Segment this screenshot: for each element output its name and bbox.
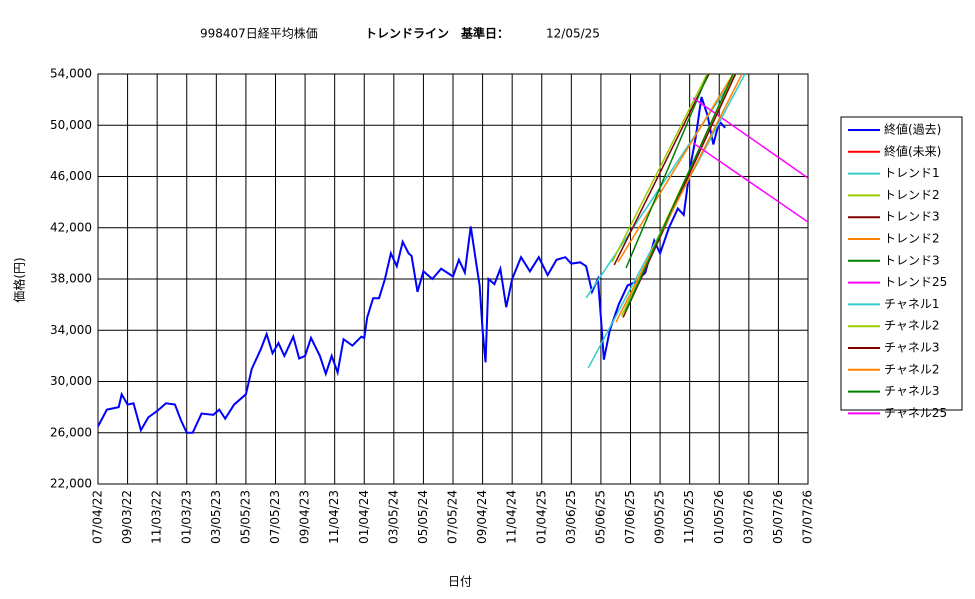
x-tick-label: 09/04/24: [475, 490, 489, 544]
y-tick-label: 54,000: [50, 67, 92, 81]
series-line: [692, 142, 808, 223]
x-tick-label: 01/03/23: [179, 490, 193, 544]
x-tick-label: 05/06/25: [593, 490, 607, 544]
x-tick-label: 03/07/26: [741, 490, 755, 544]
series-line: [613, 74, 710, 266]
x-axis-label: 日付: [448, 575, 472, 589]
x-tick-label: 07/04/22: [91, 490, 105, 544]
legend-label: トレンド1: [884, 166, 940, 180]
legend-label: トレンド3: [884, 253, 940, 267]
x-tick-label: 01/04/25: [534, 490, 548, 544]
series-line: [611, 74, 708, 263]
legend-label: 終値(過去): [884, 122, 941, 137]
series-line: [98, 96, 726, 434]
series-line: [692, 97, 808, 179]
x-tick-label: 07/07/26: [801, 490, 815, 544]
x-tick-label: 01/04/24: [357, 490, 371, 544]
series-line: [625, 74, 709, 269]
legend-label: トレンド25: [884, 275, 947, 289]
legend-label: チャネル2: [884, 362, 940, 376]
x-tick-label: 03/06/25: [564, 490, 578, 544]
legend-label: チャネル3: [884, 384, 940, 398]
x-tick-label: 03/05/23: [209, 490, 223, 544]
y-tick-label: 30,000: [50, 374, 92, 388]
legend-box: [840, 116, 963, 411]
legend-label: トレンド3: [884, 210, 940, 224]
legend-label: 終値(未来): [884, 143, 941, 158]
x-tick-label: 11/03/22: [150, 490, 164, 544]
chart-title: 998407日経平均株価: [200, 26, 318, 41]
x-tick-label: 01/05/26: [712, 490, 726, 544]
x-tick-label: 07/05/24: [446, 490, 460, 544]
x-tick-label: 09/03/22: [120, 490, 134, 544]
x-tick-label: 09/04/23: [298, 490, 312, 544]
x-tick-label: 03/05/24: [386, 490, 400, 544]
legend-label: チャネル2: [884, 319, 940, 333]
chart-subtitle: トレンドライン 基準日：: [365, 26, 509, 41]
y-tick-label: 22,000: [50, 477, 92, 491]
series-line: [624, 74, 734, 313]
x-tick-label: 05/05/24: [416, 490, 430, 544]
legend-label: チャネル3: [884, 341, 940, 355]
legend-label: チャネル25: [884, 406, 947, 420]
series-line: [617, 74, 734, 263]
x-tick-label: 07/06/25: [623, 490, 637, 544]
x-tick-label: 07/05/23: [268, 490, 282, 544]
x-tick-label: 05/07/26: [771, 490, 785, 544]
y-tick-label: 38,000: [50, 272, 92, 286]
legend-label: チャネル1: [884, 297, 940, 311]
y-tick-label: 26,000: [50, 425, 92, 439]
y-tick-label: 46,000: [50, 169, 92, 183]
x-tick-label: 11/04/24: [505, 490, 519, 544]
y-tick-label: 50,000: [50, 118, 92, 132]
y-tick-label: 34,000: [50, 323, 92, 337]
x-tick-label: 09/05/25: [653, 490, 667, 544]
legend-label: トレンド2: [884, 188, 940, 202]
x-tick-label: 11/04/23: [327, 490, 341, 544]
base-date: 12/05/25: [546, 27, 600, 41]
y-axis-label: 価格(円): [12, 257, 27, 302]
series-line: [615, 74, 743, 323]
legend-label: トレンド2: [884, 232, 940, 246]
y-tick-label: 42,000: [50, 220, 92, 234]
x-tick-label: 11/05/25: [682, 490, 696, 544]
x-tick-label: 05/05/23: [238, 490, 252, 544]
plot-lines: [98, 74, 808, 434]
